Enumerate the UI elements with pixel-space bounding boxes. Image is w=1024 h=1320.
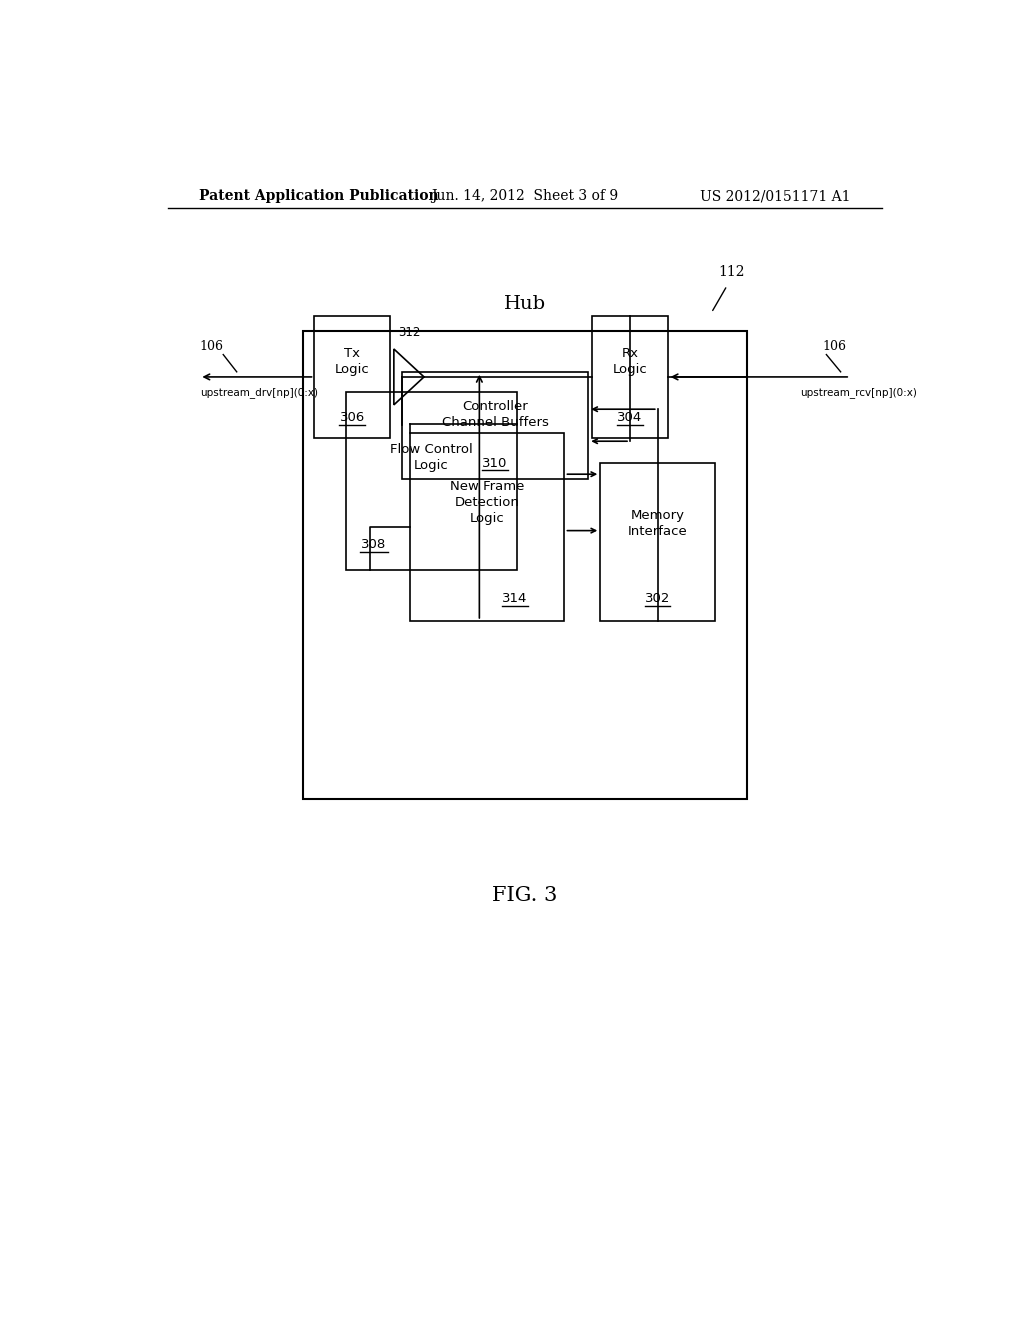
Text: Patent Application Publication: Patent Application Publication (200, 189, 439, 203)
Text: upstream_drv[np](0:x): upstream_drv[np](0:x) (200, 387, 317, 397)
Bar (592, 315, 668, 438)
Bar (314, 315, 390, 438)
Bar (401, 372, 588, 479)
Text: Controller
Channel Buffers: Controller Channel Buffers (441, 400, 549, 429)
Text: Rx
Logic: Rx Logic (612, 347, 647, 376)
Text: 112: 112 (718, 265, 744, 280)
Text: US 2012/0151171 A1: US 2012/0151171 A1 (699, 189, 850, 203)
Text: 314: 314 (502, 591, 527, 605)
Text: FIG. 3: FIG. 3 (493, 886, 557, 904)
Bar (346, 392, 517, 570)
Text: Flow Control
Logic: Flow Control Logic (390, 444, 473, 473)
Text: 304: 304 (617, 411, 643, 424)
Bar (600, 463, 715, 620)
Text: 302: 302 (645, 591, 671, 605)
Text: 308: 308 (361, 539, 387, 552)
Text: upstream_rcv[np](0:x): upstream_rcv[np](0:x) (800, 387, 916, 397)
Text: Jun. 14, 2012  Sheet 3 of 9: Jun. 14, 2012 Sheet 3 of 9 (431, 189, 618, 203)
Text: New Frame
Detection
Logic: New Frame Detection Logic (450, 480, 524, 525)
Bar (303, 331, 748, 799)
Text: 306: 306 (340, 411, 365, 424)
Text: 106: 106 (200, 341, 223, 352)
Text: 312: 312 (397, 326, 420, 339)
Bar (410, 433, 564, 620)
Text: Memory
Interface: Memory Interface (628, 508, 687, 537)
Text: 310: 310 (482, 457, 508, 470)
Text: Tx
Logic: Tx Logic (335, 347, 370, 376)
Text: Hub: Hub (504, 294, 546, 313)
Text: 106: 106 (822, 341, 846, 352)
